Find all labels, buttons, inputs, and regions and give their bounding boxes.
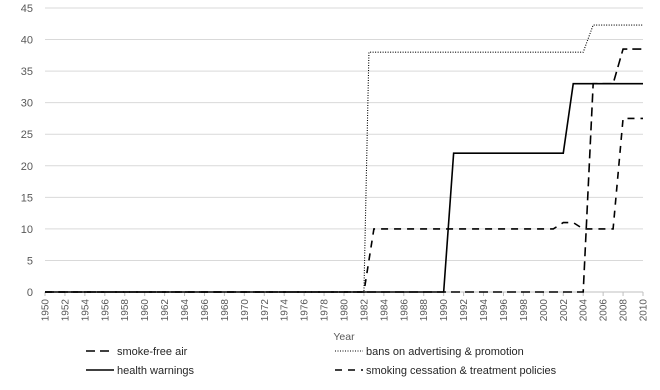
y-tick-label: 45 bbox=[21, 3, 33, 15]
x-tick-label: 1950 bbox=[41, 299, 52, 322]
x-tick-label: 2008 bbox=[619, 299, 630, 322]
axes: 0 5 10 15 20 25 30 35 40 45 1950 1952 1954 1956 1958 19… bbox=[21, 3, 650, 321]
x-tick-label: 1980 bbox=[340, 299, 351, 322]
x-tick-label: 1996 bbox=[499, 299, 510, 322]
x-tick-label: 2006 bbox=[599, 299, 610, 322]
x-tick-label: 1990 bbox=[439, 299, 450, 322]
x-tick-label: 1966 bbox=[200, 299, 211, 322]
x-tick-label: 2000 bbox=[539, 299, 550, 322]
x-tick-label: 1992 bbox=[459, 299, 470, 322]
y-tick-label: 40 bbox=[21, 35, 33, 47]
y-tick-label: 25 bbox=[21, 129, 33, 141]
x-tick-label: 1982 bbox=[359, 299, 370, 322]
x-tick-label: 1958 bbox=[120, 299, 131, 322]
y-tick-label: 5 bbox=[27, 255, 33, 267]
legend-label: health warnings bbox=[117, 365, 195, 377]
legend-label: bans on advertising & promotion bbox=[366, 346, 524, 358]
x-axis-title: Year bbox=[333, 331, 355, 343]
x-tick-label: 2010 bbox=[639, 299, 650, 322]
legend-item: bans on advertising & promotion bbox=[335, 346, 524, 358]
legend: smoke-free air bans on advertising & prom… bbox=[86, 346, 557, 377]
series-line-health-warnings bbox=[45, 82, 643, 293]
x-tick-label: 1962 bbox=[160, 299, 171, 322]
x-tick-label: 1984 bbox=[379, 299, 390, 322]
x-tick-label: 1988 bbox=[419, 299, 430, 322]
x-tick-label: 1968 bbox=[220, 299, 231, 322]
x-tick-label: 1998 bbox=[519, 299, 530, 322]
legend-label: smoking cessation & treatment policies bbox=[366, 365, 557, 377]
x-tick-label: 2004 bbox=[579, 299, 590, 322]
legend-item: smoking cessation & treatment policies bbox=[335, 365, 557, 377]
series-line-smoke-free-air bbox=[45, 48, 643, 293]
x-tick-label: 1972 bbox=[260, 299, 271, 322]
legend-label: smoke-free air bbox=[117, 346, 188, 358]
series-lines bbox=[45, 24, 643, 293]
y-tick-label: 0 bbox=[27, 287, 33, 299]
legend-item: smoke-free air bbox=[86, 346, 188, 358]
x-tick-label: 1964 bbox=[180, 299, 191, 322]
y-tick-label: 20 bbox=[21, 161, 33, 173]
gridlines bbox=[45, 7, 643, 261]
y-tick-label: 10 bbox=[21, 224, 33, 236]
x-tick-label: 1952 bbox=[60, 299, 71, 322]
x-tick-label: 1956 bbox=[100, 299, 111, 322]
x-tick-label: 1960 bbox=[140, 299, 151, 322]
x-tick-label: 2002 bbox=[559, 299, 570, 322]
y-tick-label: 30 bbox=[21, 98, 33, 110]
series-line-smoking-cessation-treatment-policies bbox=[45, 117, 643, 293]
x-tick-label: 1978 bbox=[320, 299, 331, 322]
series-line-bans-on-advertising-promotion bbox=[45, 24, 643, 293]
legend-item: health warnings bbox=[86, 365, 195, 377]
y-tick-label: 15 bbox=[21, 192, 33, 204]
x-tick-label: 1986 bbox=[399, 299, 410, 322]
x-tick-label: 1976 bbox=[300, 299, 311, 322]
y-tick-label: 35 bbox=[21, 66, 33, 78]
x-tick-label: 1994 bbox=[479, 299, 490, 322]
x-tick-label: 1970 bbox=[240, 299, 251, 322]
x-tick-label: 1974 bbox=[280, 299, 291, 322]
x-tick-label: 1954 bbox=[80, 299, 91, 322]
